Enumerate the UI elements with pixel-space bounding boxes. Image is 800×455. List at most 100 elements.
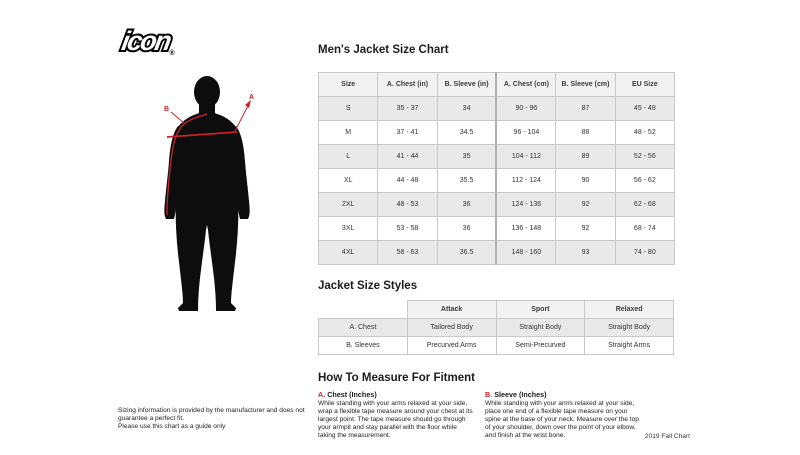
figure-label-b: B bbox=[164, 106, 169, 113]
header-row: Size A. Chest (in) B. Sleeve (in) A. Chest … bbox=[317, 72, 676, 97]
column-header: Relaxed bbox=[584, 300, 674, 319]
icon-logo: icon® bbox=[117, 24, 175, 58]
measure-sleeve-heading: B. Sleeve (Inches) bbox=[485, 390, 643, 399]
table-cell: 104 - 112 bbox=[495, 144, 557, 169]
table-cell: 92 bbox=[555, 216, 616, 241]
table-row: L 41 - 44 35 104 - 112 89 52 - 56 bbox=[317, 144, 676, 169]
table-cell: 35.5 bbox=[436, 168, 497, 193]
table-cell: 136 - 148 bbox=[495, 216, 557, 241]
table-cell: 52 - 56 bbox=[614, 144, 676, 169]
table-cell: 56 - 62 bbox=[614, 168, 676, 193]
table-row: A. Chest Tailored Body Straight Body Straig… bbox=[318, 318, 674, 337]
table-cell: 88 bbox=[555, 120, 616, 145]
table-cell: Straight Body bbox=[495, 318, 586, 337]
table-cell: 3XL bbox=[317, 216, 379, 241]
body-measurement-figure: B A bbox=[164, 76, 254, 311]
table-cell: A. Chest bbox=[318, 318, 408, 337]
column-header: Attack bbox=[406, 300, 497, 319]
table-row: XL 44 - 48 35.5 112 - 124 90 56 - 62 bbox=[317, 168, 676, 193]
measure-chest-prefix: A. bbox=[318, 390, 326, 399]
table-cell: 124 - 136 bbox=[495, 192, 557, 217]
measure-chest-heading: A. Chest (Inches) bbox=[318, 390, 476, 399]
column-header: Size bbox=[317, 72, 379, 97]
column-header: Sport bbox=[495, 300, 586, 319]
table-cell: Tailored Body bbox=[406, 318, 497, 337]
chart-version-note: 2019 Fall Chart bbox=[644, 433, 690, 440]
column-header: EU Size bbox=[614, 72, 676, 97]
measure-chest-column: A. Chest (Inches) While standing with yo… bbox=[318, 390, 476, 440]
header-row: Attack Sport Relaxed bbox=[319, 300, 674, 319]
table-cell: 87 bbox=[555, 96, 616, 121]
figure-label-a: A bbox=[249, 94, 254, 101]
label-b-connector-line bbox=[170, 111, 185, 124]
table-cell: 48 - 52 bbox=[614, 120, 676, 145]
table-cell: 4XL bbox=[317, 240, 379, 265]
column-header: B. Sleeve (in) bbox=[436, 72, 497, 97]
table-cell: 2XL bbox=[317, 192, 379, 217]
table-row: 2XL 48 - 53 36 124 - 136 92 62 - 68 bbox=[317, 192, 676, 217]
table-cell: 89 bbox=[555, 144, 616, 169]
table-row: S 35 - 37 34 90 - 96 87 45 - 48 bbox=[317, 96, 676, 121]
how-to-measure-section: A. Chest (Inches) While standing with yo… bbox=[318, 390, 690, 440]
body-silhouette bbox=[164, 76, 250, 311]
icon-logo-text: icon bbox=[117, 24, 174, 58]
table-cell: 48 - 53 bbox=[377, 192, 438, 217]
measure-chest-heading-text: Chest (Inches) bbox=[327, 390, 377, 399]
table-cell: 36 bbox=[436, 216, 497, 241]
column-header: B. Sleeve (cm) bbox=[555, 72, 616, 97]
table-cell: 35 bbox=[436, 144, 497, 169]
table-cell: 34 bbox=[436, 96, 497, 121]
table-cell: 68 - 74 bbox=[614, 216, 676, 241]
table-cell: 36.5 bbox=[436, 240, 497, 265]
table-cell: 58 - 63 bbox=[377, 240, 438, 265]
table-row: 3XL 53 - 58 36 136 - 148 92 68 - 74 bbox=[317, 216, 676, 241]
measure-sleeve-prefix: B. bbox=[485, 390, 493, 399]
chest-measure-line bbox=[166, 131, 238, 138]
table-cell: 53 - 58 bbox=[377, 216, 438, 241]
table-row: M 37 - 41 34.5 96 - 104 88 48 - 52 bbox=[317, 120, 676, 145]
measurement-lines bbox=[166, 101, 251, 215]
table-cell: 41 - 44 bbox=[377, 144, 438, 169]
sizing-disclaimer-line2: Please use this chart as a guide only bbox=[118, 423, 226, 431]
mens-jacket-size-table: Size A. Chest (in) B. Sleeve (in) A. Chest … bbox=[317, 72, 676, 265]
size-styles-title: Jacket Size Styles bbox=[318, 280, 418, 292]
measure-chest-instructions: While standing with your arms relaxed at… bbox=[318, 400, 473, 440]
sizing-disclaimer: Sizing information is provided by the ma… bbox=[118, 407, 333, 432]
table-cell: 90 - 96 bbox=[495, 96, 557, 121]
table-cell: 148 - 160 bbox=[495, 240, 557, 265]
table-cell: 92 bbox=[555, 192, 616, 217]
arrowhead-icon bbox=[245, 100, 251, 108]
table-cell: Straight Arms bbox=[584, 336, 674, 355]
sleeve-measure-line bbox=[166, 113, 208, 215]
table-cell: 35 - 37 bbox=[377, 96, 438, 121]
table-cell: L bbox=[317, 144, 379, 169]
table-cell: 45 - 48 bbox=[614, 96, 676, 121]
table-cell: 34.5 bbox=[436, 120, 497, 145]
column-header: A. Chest (cm) bbox=[495, 72, 557, 97]
size-chart-title: Men's Jacket Size Chart bbox=[318, 44, 449, 56]
measure-sleeve-heading-text: Sleeve (Inches) bbox=[494, 390, 547, 399]
jacket-size-styles-table: Attack Sport Relaxed A. Chest Tailored Body S… bbox=[318, 300, 674, 355]
table-row: 4XL 58 - 63 36.5 148 - 160 93 74 - 80 bbox=[317, 240, 676, 265]
table-cell: 112 - 124 bbox=[495, 168, 557, 193]
column-header bbox=[319, 301, 408, 319]
table-cell: 90 bbox=[555, 168, 616, 193]
table-cell: 44 - 48 bbox=[377, 168, 438, 193]
table-cell: Semi-Precurved bbox=[495, 336, 586, 355]
how-to-measure-title: How To Measure For Fitment bbox=[318, 372, 475, 384]
table-cell: 36 bbox=[436, 192, 497, 217]
sizing-disclaimer-line1: Sizing information is provided by the ma… bbox=[118, 407, 305, 423]
measure-sleeve-column: B. Sleeve (Inches) While standing with y… bbox=[485, 390, 643, 440]
table-cell: S bbox=[317, 96, 379, 121]
table-cell: M bbox=[317, 120, 379, 145]
table-cell: 93 bbox=[555, 240, 616, 265]
measure-sleeve-instructions: While standing with your arms relaxed at… bbox=[485, 400, 639, 440]
registered-mark-icon: ® bbox=[169, 50, 175, 57]
column-header: A. Chest (in) bbox=[377, 72, 438, 97]
table-cell: Straight Body bbox=[584, 318, 674, 337]
table-cell: 74 - 80 bbox=[614, 240, 676, 265]
table-cell: Precurved Arms bbox=[406, 336, 497, 355]
table-cell: 62 - 68 bbox=[614, 192, 676, 217]
table-cell: 96 - 104 bbox=[495, 120, 557, 145]
table-cell: XL bbox=[317, 168, 379, 193]
